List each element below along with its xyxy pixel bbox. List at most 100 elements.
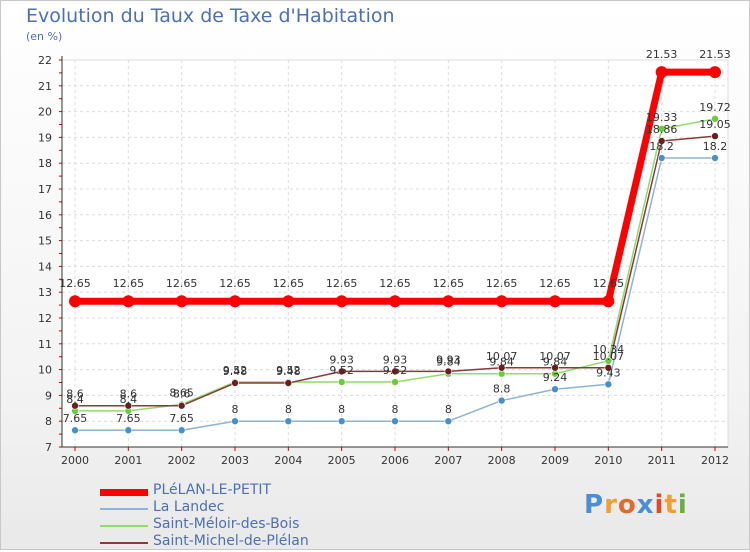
y-tick-label: 10	[38, 364, 52, 377]
x-tick-label: 2005	[328, 454, 356, 467]
data-label: 12.65	[486, 277, 518, 290]
data-point	[711, 115, 719, 123]
y-tick-label: 11	[38, 338, 52, 351]
x-tick-label: 2001	[114, 454, 142, 467]
data-label: 8	[392, 403, 399, 416]
data-label: 10.07	[539, 350, 571, 363]
y-tick-label: 7	[45, 441, 52, 454]
data-point	[391, 367, 399, 376]
y-tick-label: 18	[38, 157, 52, 170]
legend-swatch	[100, 542, 148, 544]
data-label: 12.65	[379, 277, 411, 290]
data-label: 7.65	[116, 412, 141, 425]
x-tick-label: 2008	[488, 454, 516, 467]
data-label: 9.52	[329, 364, 354, 377]
data-label: 21.53	[699, 48, 731, 61]
data-label: 9.24	[543, 371, 568, 384]
data-label: 9.48	[223, 365, 248, 378]
data-point	[711, 132, 719, 140]
data-label: 8.6	[66, 388, 84, 401]
data-point	[604, 380, 613, 389]
data-label: 9.52	[223, 364, 248, 377]
data-label: 9.84	[489, 356, 514, 369]
x-tick-label: 2010	[594, 454, 622, 467]
logo-letter: i	[654, 490, 665, 520]
x-tick-label: 2007	[434, 454, 462, 467]
data-point	[71, 401, 79, 410]
data-label: 8	[232, 403, 239, 416]
data-label: 12.65	[113, 277, 145, 290]
y-tick-label: 20	[38, 106, 52, 119]
data-point	[124, 401, 133, 410]
data-label: 18.2	[703, 140, 728, 153]
data-label: 10.34	[593, 343, 625, 356]
y-tick-label: 21	[38, 80, 52, 93]
data-point	[495, 295, 508, 308]
legend-label: La Landec	[153, 499, 225, 515]
data-point	[551, 363, 559, 372]
data-label: 18.2	[649, 140, 674, 153]
y-tick-label: 22	[38, 54, 52, 67]
data-label: 19.05	[699, 118, 731, 131]
data-label: 7.65	[169, 412, 194, 425]
data-label: 8	[445, 403, 452, 416]
data-label: 8	[285, 403, 292, 416]
data-label: 9.48	[276, 365, 301, 378]
data-point	[657, 125, 666, 133]
data-label: 9.52	[276, 364, 301, 377]
x-tick-label: 2012	[701, 454, 729, 467]
data-label: 19.72	[699, 101, 731, 114]
legend-swatch	[100, 525, 148, 527]
data-label: 19.33	[646, 111, 678, 124]
data-point	[604, 363, 613, 372]
y-tick-label: 9	[45, 389, 52, 402]
data-point	[177, 426, 186, 435]
data-label: 8.6	[120, 388, 138, 401]
data-point	[69, 295, 81, 308]
y-tick-label: 12	[38, 312, 52, 325]
data-label: 21.53	[646, 48, 678, 61]
data-point	[284, 379, 293, 387]
data-point	[709, 66, 721, 79]
y-tick-label: 8	[45, 415, 52, 428]
data-point	[549, 295, 561, 308]
legend-swatch	[100, 488, 148, 496]
legend-swatch	[100, 508, 148, 510]
data-point	[282, 295, 295, 308]
logo-letter: r	[604, 490, 618, 520]
data-point	[337, 378, 346, 386]
data-point	[391, 378, 399, 386]
data-label: 9.93	[329, 353, 354, 366]
x-tick-label: 2004	[274, 454, 302, 467]
data-label: 9.52	[383, 364, 408, 377]
data-point	[337, 417, 346, 426]
data-label: 10.07	[486, 350, 518, 363]
data-label: 8	[338, 403, 345, 416]
data-point	[122, 295, 135, 308]
logo-letter: x	[636, 490, 655, 520]
x-tick-label: 2002	[168, 454, 196, 467]
data-point	[175, 295, 188, 308]
data-point	[602, 295, 615, 308]
data-label: 7.65	[63, 412, 88, 425]
chart-title: Evolution du Taux de Taxe d'Habitation	[26, 5, 395, 27]
logo-letter: o	[617, 490, 637, 520]
data-label: 12.65	[166, 277, 198, 290]
data-point	[711, 154, 719, 162]
logo-letter: i	[677, 490, 688, 520]
data-point	[444, 367, 453, 376]
data-point	[177, 401, 186, 410]
y-tick-label: 16	[38, 209, 52, 222]
data-point	[497, 363, 506, 372]
data-label: 8.6	[173, 388, 191, 401]
y-tick-label: 19	[38, 131, 52, 144]
x-tick-label: 2006	[381, 454, 409, 467]
data-label: 9.84	[543, 356, 568, 369]
data-label: 12.65	[433, 277, 465, 290]
data-point	[442, 295, 455, 308]
data-label: 18.86	[646, 123, 678, 136]
data-point	[337, 367, 346, 376]
data-label: 9.84	[436, 356, 461, 369]
x-tick-label: 2003	[221, 454, 249, 467]
